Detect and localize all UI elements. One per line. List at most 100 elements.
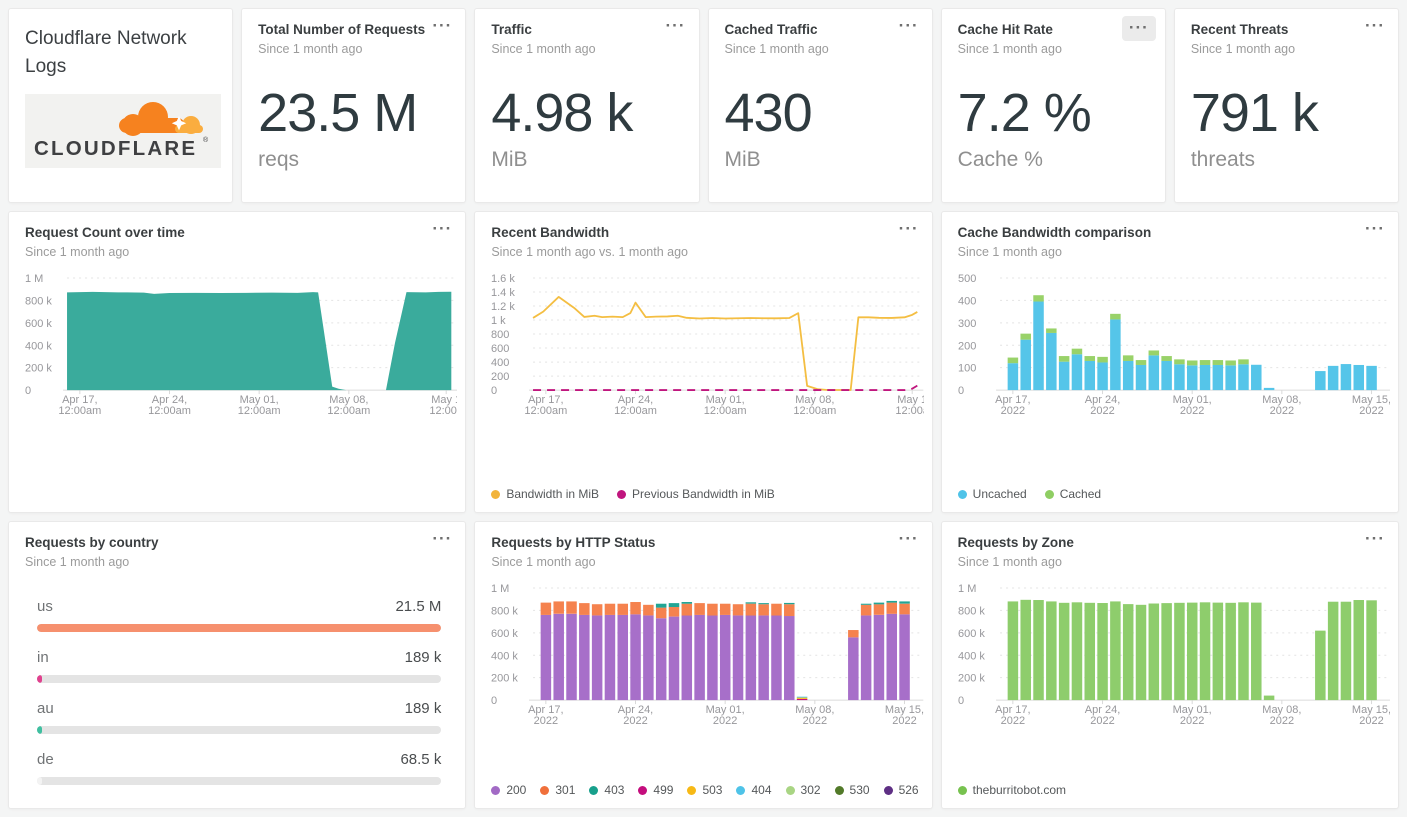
svg-text:Apr 24,: Apr 24,	[1084, 704, 1119, 716]
svg-text:2022: 2022	[1180, 405, 1204, 417]
panel-menu-icon[interactable]: ···	[432, 529, 453, 548]
legend-item[interactable]: 404	[736, 783, 772, 797]
svg-text:2022: 2022	[1000, 715, 1024, 727]
legend-label: 526	[898, 783, 919, 797]
country-gauge-fill	[37, 675, 42, 683]
legend-item[interactable]: 526	[883, 783, 919, 797]
svg-text:800: 800	[491, 329, 509, 341]
svg-text:May 1: May 1	[898, 394, 924, 406]
legend-item[interactable]: 530	[834, 783, 870, 797]
svg-text:2022: 2022	[1090, 405, 1114, 417]
legend-item[interactable]: 403	[589, 783, 624, 797]
legend-label: Cached	[1059, 487, 1102, 501]
svg-text:May 08,: May 08,	[796, 394, 835, 406]
stat-unit: threats	[1190, 147, 1256, 171]
svg-text:200 k: 200 k	[958, 673, 985, 685]
panel-menu-icon[interactable]: ···	[1365, 529, 1385, 548]
svg-text:200 k: 200 k	[25, 363, 52, 375]
stat-unit: reqs	[258, 147, 300, 171]
panel-menu-icon[interactable]: ···	[1365, 16, 1385, 35]
stat-value: 791 k	[1190, 82, 1319, 143]
panel-menu-icon[interactable]: ···	[665, 16, 686, 35]
legend-item[interactable]: Bandwidth in MiB	[491, 487, 599, 501]
legend-label: 302	[800, 783, 821, 797]
legend-label: Bandwidth in MiB	[506, 487, 600, 501]
panel-subtitle: Since 1 month ago	[724, 41, 829, 56]
panel-menu-icon[interactable]: ···	[432, 16, 453, 35]
legend-label: 499	[653, 783, 674, 797]
svg-text:800 k: 800 k	[491, 605, 518, 617]
stat-value: 430	[724, 82, 813, 143]
stat-unit: MiB	[724, 147, 761, 171]
bottom-charts-row: Requests by country Since 1 month ago ··…	[8, 521, 1399, 809]
legend-label: 503	[702, 783, 723, 797]
country-value: 189 k	[404, 700, 442, 717]
chart-legend: theburritobot.com	[957, 783, 1066, 797]
svg-text:Apr 24,: Apr 24,	[1084, 394, 1119, 406]
svg-text:0: 0	[958, 385, 964, 397]
svg-text:Apr 17,: Apr 17,	[528, 394, 563, 406]
legend-item[interactable]: 499	[638, 783, 673, 797]
svg-text:Apr 24,: Apr 24,	[152, 394, 187, 406]
legend-color-dot	[957, 785, 967, 795]
chart-legend: 200301403499503404302530526524	[491, 783, 931, 797]
legend-color-dot	[540, 785, 550, 795]
panel-title: Traffic	[491, 22, 532, 37]
legend-label: 200	[506, 783, 527, 797]
legend-color-dot	[1044, 489, 1054, 499]
svg-text:500: 500	[958, 273, 976, 285]
panel-menu-icon[interactable]: ···	[898, 219, 919, 238]
legend-item[interactable]: Uncached	[957, 487, 1027, 501]
panel-subtitle: Since 1 month ago	[25, 554, 130, 569]
panel-menu-icon[interactable]: ···	[898, 16, 919, 35]
legend-item[interactable]: 302	[785, 783, 821, 797]
panel-subtitle: Since 1 month ago	[491, 554, 596, 569]
panel-subtitle: Since 1 month ago	[957, 554, 1062, 569]
legend-color-dot	[957, 489, 967, 499]
legend-color-dot	[589, 785, 599, 795]
svg-text:0: 0	[491, 385, 497, 397]
legend-color-dot	[883, 785, 893, 795]
country-gauge-track	[37, 777, 442, 785]
stat-unit: Cache %	[957, 147, 1043, 171]
legend-label: Previous Bandwidth in MiB	[632, 487, 775, 501]
svg-text:May 15,: May 15,	[1352, 704, 1390, 716]
legend-color-dot	[834, 785, 844, 795]
panel-title: Recent Threats	[1190, 22, 1289, 37]
legend-item[interactable]: 200	[491, 783, 526, 797]
requests-by-http-status-panel: Requests by HTTP Status Since 1 month ag…	[474, 521, 933, 809]
country-row: de 68.5 k	[37, 751, 442, 785]
panel-menu-icon[interactable]: ···	[898, 529, 919, 548]
svg-text:600: 600	[491, 343, 509, 355]
svg-text:1.4 k: 1.4 k	[491, 287, 515, 299]
legend-item[interactable]: Previous Bandwidth in MiB	[617, 487, 775, 501]
svg-text:May 15,: May 15,	[885, 704, 923, 716]
country-row: au 189 k	[37, 700, 442, 734]
legend-item[interactable]: theburritobot.com	[957, 783, 1066, 797]
panel-title: Cached Traffic	[724, 22, 818, 37]
panel-menu-icon[interactable]: ···	[432, 219, 453, 238]
stat-value: 4.98 k	[491, 82, 633, 143]
legend-item[interactable]: 301	[540, 783, 575, 797]
panel-menu-icon[interactable]: ···	[1365, 219, 1385, 238]
chart-legend: Uncached Cached	[957, 487, 1102, 501]
legend-item[interactable]: Cached	[1044, 487, 1102, 501]
country-gauge-fill	[37, 726, 42, 734]
panel-subtitle: Since 1 month ago	[957, 244, 1062, 259]
legend-item[interactable]: 503	[687, 783, 722, 797]
panel-subtitle: Since 1 month ago	[491, 41, 596, 56]
country-gauge-list: us 21.5 M in 189 k au 189 k de 68.5 k	[37, 598, 442, 802]
panel-menu-icon[interactable]: ···	[1121, 16, 1156, 41]
country-gauge-fill	[37, 777, 42, 785]
panel-title: Requests by HTTP Status	[491, 535, 656, 550]
requests-by-zone-panel: Requests by Zone Since 1 month ago ··· 1…	[940, 521, 1399, 809]
country-row: us 21.5 M	[37, 598, 442, 632]
svg-text:May 01,: May 01,	[1172, 704, 1211, 716]
svg-text:600 k: 600 k	[25, 318, 52, 330]
